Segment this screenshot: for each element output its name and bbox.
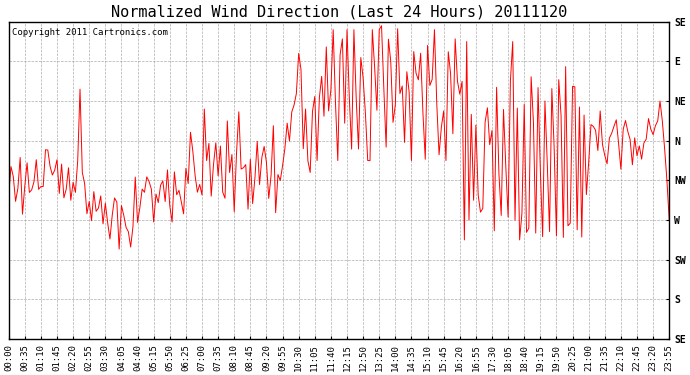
- Text: Copyright 2011 Cartronics.com: Copyright 2011 Cartronics.com: [12, 28, 168, 37]
- Title: Normalized Wind Direction (Last 24 Hours) 20111120: Normalized Wind Direction (Last 24 Hours…: [111, 4, 567, 19]
